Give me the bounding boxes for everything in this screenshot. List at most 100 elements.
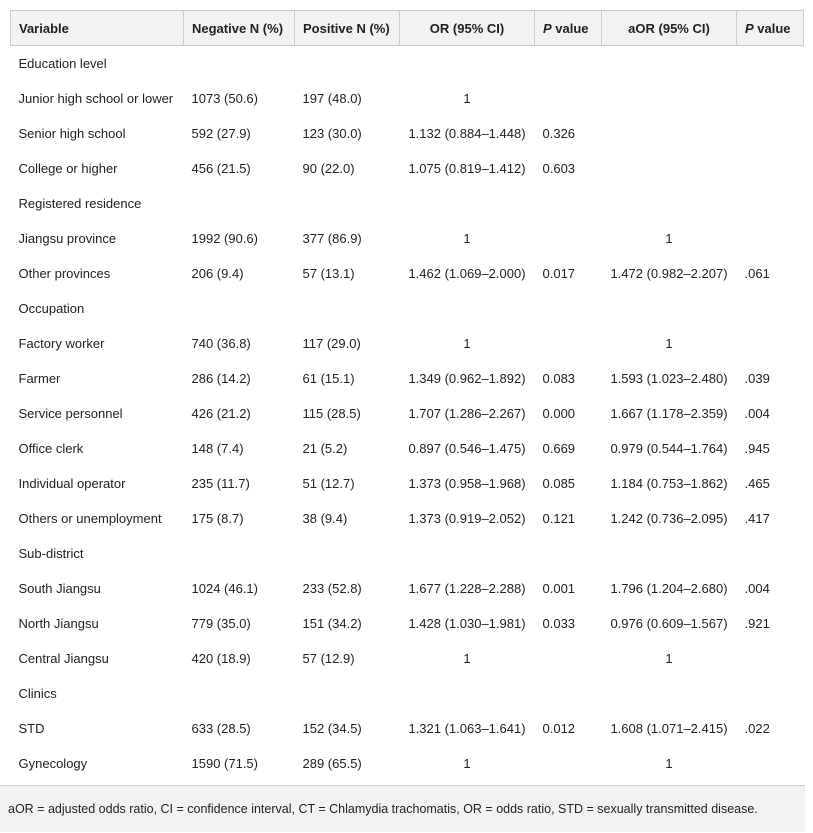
cell-or: 1.132 (0.884–1.448) [408,126,526,141]
cell-positive: 57 (12.9) [302,651,355,666]
cell-ap: .004 [744,406,770,421]
cell-negative: 175 (8.7) [191,511,244,526]
header-cell: Negative N (%) [183,10,295,46]
table-row: Sub-district [11,536,804,571]
cell-or: 1 [463,651,471,666]
cell-negative: 420 (18.9) [191,651,251,666]
table-row: Other provinces 206 (9.4) 57 (13.1) 1.462 (… [11,256,804,291]
header-cell: aOR (95% CI) [601,10,737,46]
table-row: Individual operator 235 (11.7) 51 (12.7) 1.… [11,466,804,501]
header-cell: P value [534,10,602,46]
cell-variable: Farmer [18,371,61,386]
cell-ap: .465 [744,476,770,491]
cell-variable: Service personnel [18,406,123,421]
cell-ap: .022 [744,721,770,736]
cell-negative: 235 (11.7) [191,476,250,491]
group-label: Sub-district [18,546,84,561]
cell-or: 1 [463,336,471,351]
cell-negative: 1024 (46.1) [191,581,259,596]
cell-negative: 286 (14.2) [191,371,251,386]
cell-aor: 0.976 (0.609–1.567) [610,616,728,631]
cell-p: 0.001 [542,581,576,596]
header-cell: Positive N (%) [294,10,400,46]
cell-or: 1.075 (0.819–1.412) [408,161,526,176]
header-cell: P value [736,10,804,46]
cell-p: 0.085 [542,476,576,491]
cell-positive: 233 (52.8) [302,581,362,596]
table-row: Junior high school or lower 1073 (50.6) 19… [11,81,804,116]
table-row: Jiangsu province 1992 (90.6) 377 (86.9) 1 1 [11,221,804,256]
cell-ap: .921 [744,616,770,631]
cell-or: 1 [463,231,471,246]
cell-ap: .039 [744,371,770,386]
cell-positive: 151 (34.2) [302,616,362,631]
table-row: Others or unemployment 175 (8.7) 38 (9.4) 1… [11,501,804,536]
cell-or: 1.373 (0.919–2.052) [408,511,526,526]
empty-cell [602,151,737,186]
cell-variable: North Jiangsu [18,616,99,631]
cell-negative: 426 (21.2) [191,406,251,421]
cell-negative: 1992 (90.6) [191,231,259,246]
cell-negative: 633 (28.5) [191,721,251,736]
cell-variable: Jiangsu province [18,231,117,246]
cell-aor: 1.667 (1.178–2.359) [610,406,728,421]
cell-or: 1.349 (0.962–1.892) [408,371,526,386]
table-row: Education level [11,46,804,82]
cell-variable: Gynecology [18,756,88,771]
cell-or: 1.373 (0.958–1.968) [408,476,526,491]
cell-positive: 377 (86.9) [302,231,362,246]
cell-positive: 123 (30.0) [302,126,362,141]
cell-variable: South Jiangsu [18,581,101,596]
table-row: STD 633 (28.5) 152 (34.5) 1.321 (1.063–1.64… [11,711,804,746]
empty-cell [737,116,804,151]
empty-cell [737,221,804,256]
cell-p: 0.669 [542,441,576,456]
cell-negative: 206 (9.4) [191,266,244,281]
group-label: Clinics [18,686,57,701]
group-label: Registered residence [18,196,142,211]
cell-p: 0.012 [542,721,576,736]
cell-p: 0.083 [542,371,576,386]
empty-cell [602,81,737,116]
cell-positive: 21 (5.2) [302,441,348,456]
empty-cell [737,151,804,186]
cell-negative: 779 (35.0) [191,616,251,631]
header-cell: Variable [10,10,184,46]
cell-variable: Office clerk [18,441,84,456]
table-row: Clinics [11,676,804,711]
empty-cell [535,81,602,116]
header-row: Variable Negative N (%) Positive N (%) OR (… [10,10,804,46]
cell-variable: College or higher [18,161,118,176]
cell-p: 0.121 [542,511,576,526]
cell-aor: 1.184 (0.753–1.862) [610,476,728,491]
cell-or: 1.677 (1.228–2.288) [408,581,526,596]
cell-negative: 148 (7.4) [191,441,244,456]
cell-aor: 1 [665,756,673,771]
cell-or: 1 [463,756,471,771]
cell-aor: 0.979 (0.544–1.764) [610,441,728,456]
table-row: Gynecology 1590 (71.5) 289 (65.5) 1 1 [11,746,804,781]
cell-or: 1.321 (1.063–1.641) [408,721,526,736]
cell-aor: 1.796 (1.204–2.680) [610,581,728,596]
cell-variable: Individual operator [18,476,126,491]
empty-cell [535,221,602,256]
cell-aor: 1.472 (0.982–2.207) [610,266,728,281]
table-row: Farmer 286 (14.2) 61 (15.1) 1.349 (0.962–1.… [11,361,804,396]
cell-or: 1.462 (1.069–2.000) [408,266,526,281]
table-row: College or higher 456 (21.5) 90 (22.0) 1.07… [11,151,804,186]
table-wrap: Variable Negative N (%) Positive N (%) OR (… [10,10,804,781]
cell-or: 1.707 (1.286–2.267) [408,406,526,421]
cell-positive: 289 (65.5) [302,756,362,771]
cell-positive: 197 (48.0) [302,91,362,106]
table-row: Registered residence [11,186,804,221]
cell-variable: STD [18,721,45,736]
cell-variable: Others or unemployment [18,511,162,526]
table-row: Occupation [11,291,804,326]
cell-aor: 1.593 (1.023–2.480) [610,371,728,386]
empty-cell [737,746,804,781]
table-row: Office clerk 148 (7.4) 21 (5.2) 0.897 (0.54… [11,431,804,466]
cell-positive: 61 (15.1) [302,371,355,386]
empty-cell [737,81,804,116]
cell-variable: Central Jiangsu [18,651,109,666]
